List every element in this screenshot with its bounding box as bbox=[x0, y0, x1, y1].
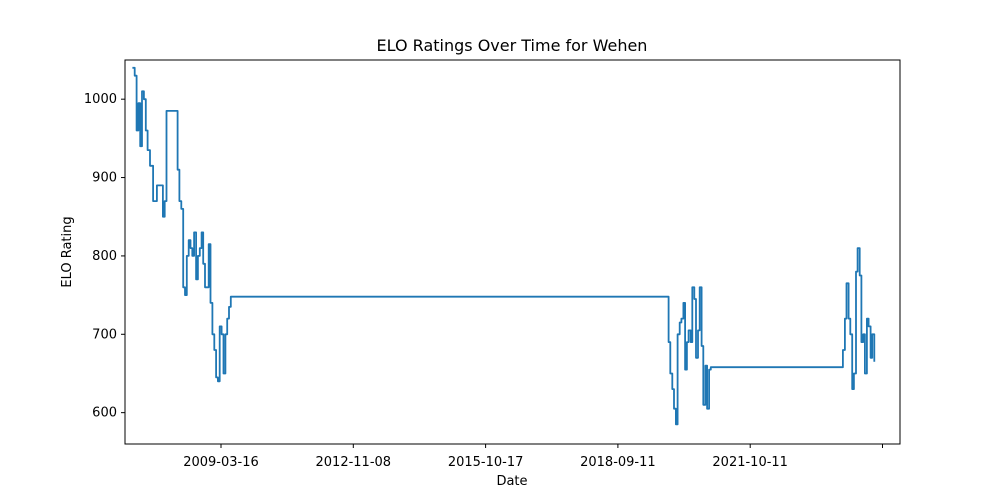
y-tick-label: 1000 bbox=[84, 92, 117, 107]
series-group bbox=[132, 66, 876, 426]
x-axis: 2009-03-16 2012-11-08 2015-10-17 2018-09-11… bbox=[183, 444, 883, 470]
y-axis: 600 700 800 900 1000 bbox=[84, 92, 125, 421]
x-axis-label: Date bbox=[496, 474, 527, 489]
y-tick-label: 600 bbox=[92, 406, 117, 421]
y-axis-label: ELO Rating bbox=[60, 216, 75, 287]
x-tick-label: 2021-10-11 bbox=[712, 455, 788, 470]
y-tick-label: 900 bbox=[92, 171, 117, 186]
x-tick-label: 2012-11-08 bbox=[316, 455, 392, 470]
chart-title: ELO Ratings Over Time for Wehen bbox=[377, 36, 648, 55]
series-line-0 bbox=[132, 66, 876, 426]
plot-area bbox=[124, 59, 901, 445]
y-tick-label: 700 bbox=[92, 327, 117, 342]
y-tick-label: 800 bbox=[92, 249, 117, 264]
x-tick-label: 2018-09-11 bbox=[580, 455, 656, 470]
x-tick-label: 2009-03-16 bbox=[183, 455, 259, 470]
x-tick-label: 2015-10-17 bbox=[448, 455, 524, 470]
